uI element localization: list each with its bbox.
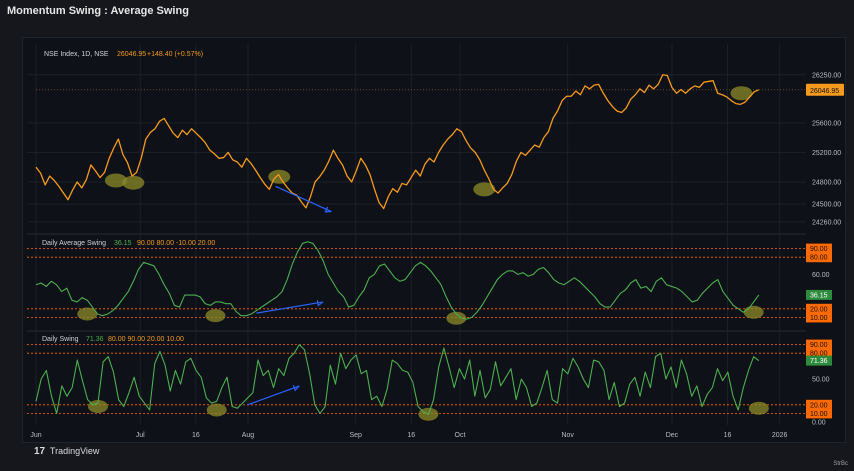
x-tick-label: Nov [561,432,574,439]
level-tag [806,243,832,254]
level-tag [806,303,832,314]
daily-swing-line [35,344,760,415]
y-tick-label: 24800.00 [812,179,841,186]
level-label: 90.00 [810,342,828,349]
x-tick-label: 16 [724,432,732,439]
y-tick-label: 60.00 [812,272,830,279]
chart-frame[interactable] [22,37,846,443]
blue-arrow-head [316,300,324,307]
price-last-tag [806,83,844,96]
x-tick-label: 16 [192,432,200,439]
highlight-circle [473,182,496,197]
tradingview-logo-icon: 17 [34,446,46,457]
corner-watermark: StrBc [833,461,848,467]
daily-swing-legend-levels: 80.00 90.00 20.00 10.00 [108,336,184,343]
level-tag [806,399,832,410]
x-tick-label: Oct [455,432,466,439]
y-tick-label: 0.00 [812,420,826,427]
avg-swing-legend-levels: 90.00 80.00 -10.00 20.00 [137,240,215,247]
daily-swing-legend-name: Daily Swing [42,336,79,343]
y-tick-label: 24260.00 [812,219,841,226]
series-lines [35,74,760,415]
y-tick-label: 25600.00 [812,120,841,127]
axis-labels: Jun Jul 16 Aug Sep 16 Oct Nov Dec 16 2026 26250.00 2… [30,72,844,439]
x-tick-label: Jun [30,432,41,439]
x-tick-label: 2026 [772,432,788,439]
level-label: 10.00 [810,315,828,322]
highlight-circle [730,86,753,101]
avg-swing-legend-value: 36.15 [114,240,132,247]
level-lines [27,89,806,414]
level-label: 80.00 [810,351,828,358]
highlight-circle [122,175,145,190]
blue-arrow [256,301,324,314]
y-tick-label: 25200.00 [812,150,841,157]
blue-arrow [247,385,300,406]
highlight-circle [104,173,127,188]
level-label: 20.00 [810,306,828,313]
highlight-circle [205,309,226,323]
daily-swing-legend-value: 71.36 [86,336,104,343]
average-swing-line [35,241,760,320]
x-tick-label: Sep [349,432,362,439]
blue-arrow-head [324,206,332,213]
y-tick-label: 24500.00 [812,202,841,209]
y-tick-label: 50.00 [812,377,830,384]
osc-last-label: 71.36 [810,358,828,365]
level-tag [806,339,832,350]
grid-layer [27,44,806,425]
avg-swing-legend-name: Daily Average Swing [42,240,106,247]
arrow-layer [247,185,332,406]
osc-last-tag [806,289,832,300]
osc-last-tag [806,355,832,366]
price-legend-change: +148.40 (+0.57%) [147,51,203,58]
highlight-circle [743,305,764,319]
osc-last-label: 36.15 [810,292,828,299]
blue-arrow [275,185,332,213]
x-tick-label: Aug [242,432,255,439]
x-tick-label: 16 [407,432,415,439]
price-line [35,74,760,210]
highlight-layer [77,86,769,421]
highlight-circle [77,307,98,321]
level-label: 90.00 [810,246,828,253]
highlight-circle [748,401,769,415]
highlight-circle [206,403,227,417]
highlight-circle [446,311,467,325]
level-tag [806,408,832,419]
y-tick-label: 26250.00 [812,72,841,79]
blue-arrow-head [292,384,300,392]
tradingview-logo[interactable]: 17 TradingView [34,446,99,457]
tradingview-brand: TradingView [49,446,100,456]
level-tag [806,312,832,323]
x-tick-label: Jul [136,432,145,439]
window-title: Momentum Swing : Average Swing [7,5,189,17]
title-bar: Momentum Swing : Average Swing [0,0,854,22]
price-last-label: 26046.95 [810,88,839,95]
level-tag [806,252,832,263]
level-label: 10.00 [810,411,828,418]
level-tag [806,348,832,359]
level-label: 80.00 [810,255,828,262]
price-legend-symbol: NSE Index, 1D, NSE [44,51,109,58]
level-label: 20.00 [810,402,828,409]
x-tick-label: Dec [666,432,679,439]
highlight-circle [87,400,108,414]
price-legend-value: 26046.95 [117,51,146,58]
